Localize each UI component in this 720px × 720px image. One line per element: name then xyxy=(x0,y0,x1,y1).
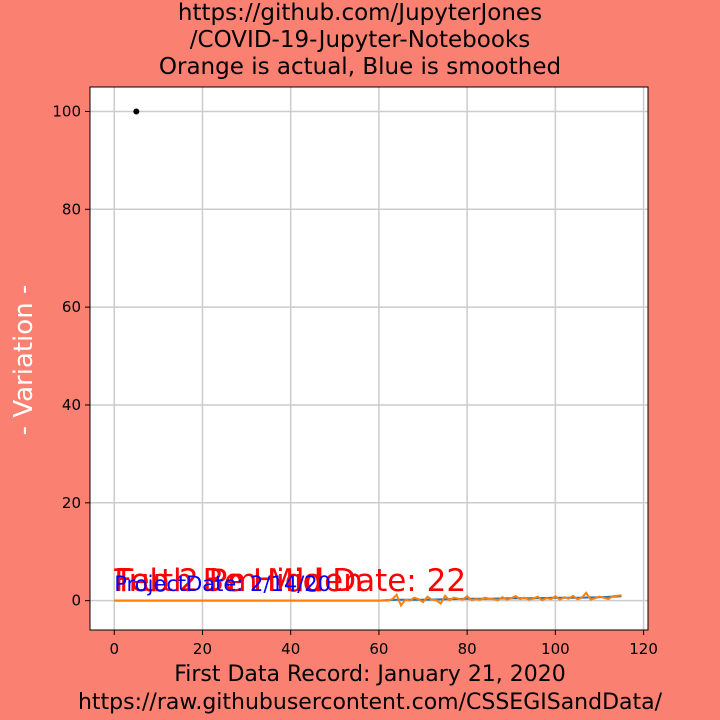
x-tick-label: 0 xyxy=(109,640,119,658)
chart-title-line-3: Orange is actual, Blue is smoothed xyxy=(158,54,562,80)
y-tick-label: 40 xyxy=(62,396,81,414)
x-axis-label-line-1: First Data Record: January 21, 2020 xyxy=(174,662,566,687)
x-tick-label: 80 xyxy=(458,640,477,658)
y-tick-label: 20 xyxy=(62,494,81,512)
x-ticks: 0 20 40 60 80 100 120 xyxy=(109,630,658,658)
marker-layer xyxy=(133,108,140,115)
x-tick-label: 120 xyxy=(629,640,658,658)
series-lines xyxy=(114,591,622,608)
marker-point xyxy=(133,108,140,115)
y-ticks: 0 20 40 60 80 100 xyxy=(52,102,90,610)
x-tick-label: 100 xyxy=(541,640,570,658)
x-tick-label: 60 xyxy=(369,640,388,658)
chart-title-line-2: /COVID-19-Jupyter-Notebooks xyxy=(189,27,531,53)
series-line xyxy=(114,591,622,608)
x-tick-label: 40 xyxy=(281,640,300,658)
x-tick-label: 20 xyxy=(193,640,212,658)
y-tick-label: 100 xyxy=(52,102,81,120)
annotation-text: Truth Be Hidden xyxy=(113,563,363,599)
y-tick-label: 0 xyxy=(71,592,81,610)
x-axis-label-line-2: https://raw.githubusercontent.com/CSSEGI… xyxy=(77,690,663,715)
y-tick-label: 80 xyxy=(62,200,81,218)
chart-title-line-1: https://github.com/JupyterJones xyxy=(177,0,543,26)
plot-area xyxy=(90,87,648,630)
plot-frame xyxy=(89,86,649,631)
annotation-text: Feb 2 Pm Mid Date: 22 xyxy=(114,563,466,599)
y-tick-label: 60 xyxy=(62,298,81,316)
annotation-text: ProjectDate: 2/14/20 xyxy=(114,572,331,596)
